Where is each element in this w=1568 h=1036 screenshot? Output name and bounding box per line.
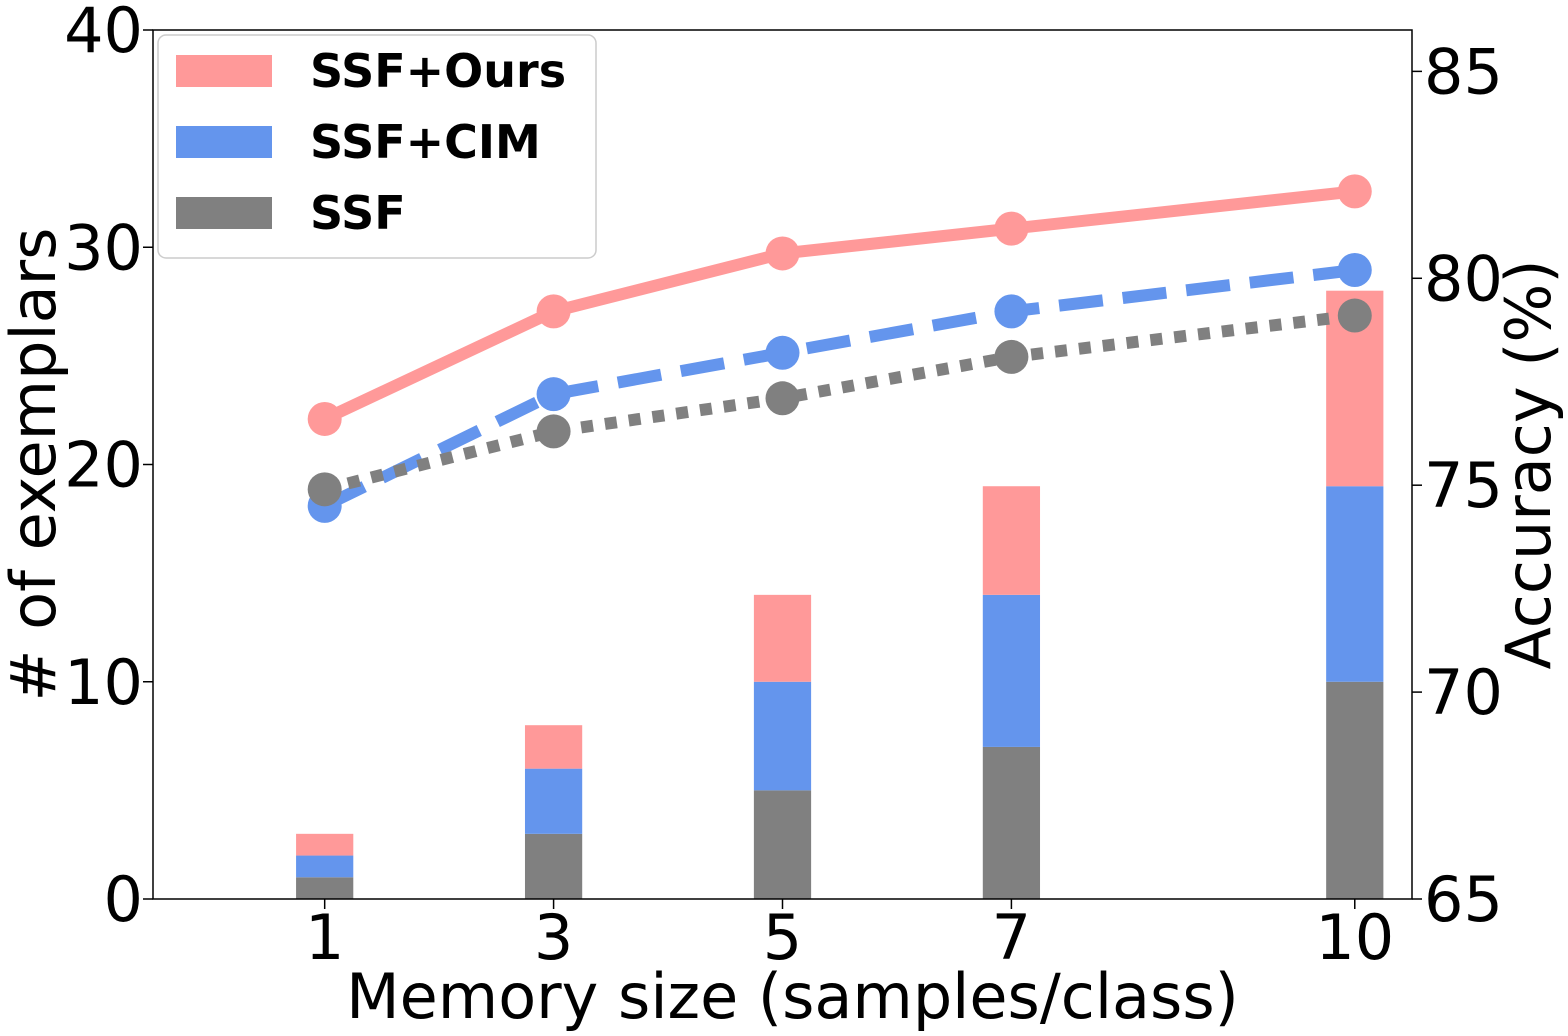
x-axis-label: Memory size (samples/class) [346, 960, 1239, 1033]
point-ssf-cim-7 [994, 294, 1029, 329]
y-left-tick-label: 30 [64, 211, 143, 284]
x-tick-label: 1 [305, 901, 344, 974]
y-right-tick-label: 80 [1424, 242, 1503, 315]
bar-ssf-ours-5 [753, 594, 812, 682]
bar-ssf-ours-1 [296, 833, 354, 856]
x-tick-label: 7 [992, 901, 1031, 974]
bar-ssf-cim-7 [982, 594, 1041, 747]
legend-swatch-ssf [176, 197, 272, 229]
legend-label-ssf: SSF [310, 186, 406, 240]
bar-ssf-10 [1326, 681, 1384, 899]
x-tick-label: 10 [1315, 901, 1394, 974]
y-right-tick-label: 70 [1424, 656, 1503, 729]
bar-ssf-3 [524, 833, 583, 899]
point-ssf-5 [765, 381, 800, 416]
legend-swatch-ssf-cim [176, 126, 272, 158]
point-ssf-ours-3 [536, 294, 571, 329]
point-ssf-cim-3 [536, 377, 571, 412]
point-ssf-ours-10 [1337, 174, 1372, 209]
accuracy-lines [307, 174, 1372, 523]
point-ssf-3 [536, 414, 571, 449]
point-ssf-7 [994, 339, 1029, 374]
point-ssf-1 [307, 472, 342, 507]
bar-ssf-cim-5 [753, 681, 812, 791]
x-tick-label: 5 [763, 901, 802, 974]
y-left-tick-label: 20 [64, 429, 143, 502]
legend-swatch-ssf-ours [176, 55, 272, 87]
x-tick-label: 3 [534, 901, 573, 974]
bar-ssf-cim-3 [524, 768, 583, 834]
bar-ssf-cim-1 [296, 855, 354, 878]
y-right-tick-label: 65 [1424, 863, 1503, 936]
point-ssf-cim-5 [765, 335, 800, 370]
bar-ssf-ours-3 [524, 725, 583, 769]
line-ssf-cim [322, 264, 1356, 512]
bar-ssf-5 [753, 790, 812, 899]
y-right-axis-label: Accuracy (%) [1492, 259, 1565, 669]
y-right-tick-label: 75 [1424, 449, 1503, 522]
stacked-bars [296, 290, 1384, 899]
legend-label-ssf-ours: SSF+Ours [310, 44, 566, 98]
point-ssf-ours-7 [994, 211, 1029, 246]
point-ssf-cim-10 [1337, 253, 1372, 288]
y-left-tick-label: 40 [64, 0, 143, 67]
bar-ssf-7 [982, 746, 1041, 899]
point-ssf-ours-1 [307, 401, 342, 436]
legend-label-ssf-cim: SSF+CIM [310, 115, 541, 169]
y-right-tick-label: 85 [1424, 35, 1503, 108]
y-left-tick-label: 10 [64, 646, 143, 719]
bar-ssf-cim-10 [1326, 486, 1384, 682]
legend: SSF+Ours SSF+CIM SSF [157, 34, 597, 259]
point-ssf-ours-5 [765, 236, 800, 271]
y-left-tick-label: 0 [104, 863, 143, 936]
bar-ssf-ours-7 [982, 486, 1041, 595]
point-ssf-10 [1337, 298, 1372, 333]
bar-ssf-1 [296, 877, 354, 899]
y-left-axis-label: # of exemplars [0, 228, 70, 702]
